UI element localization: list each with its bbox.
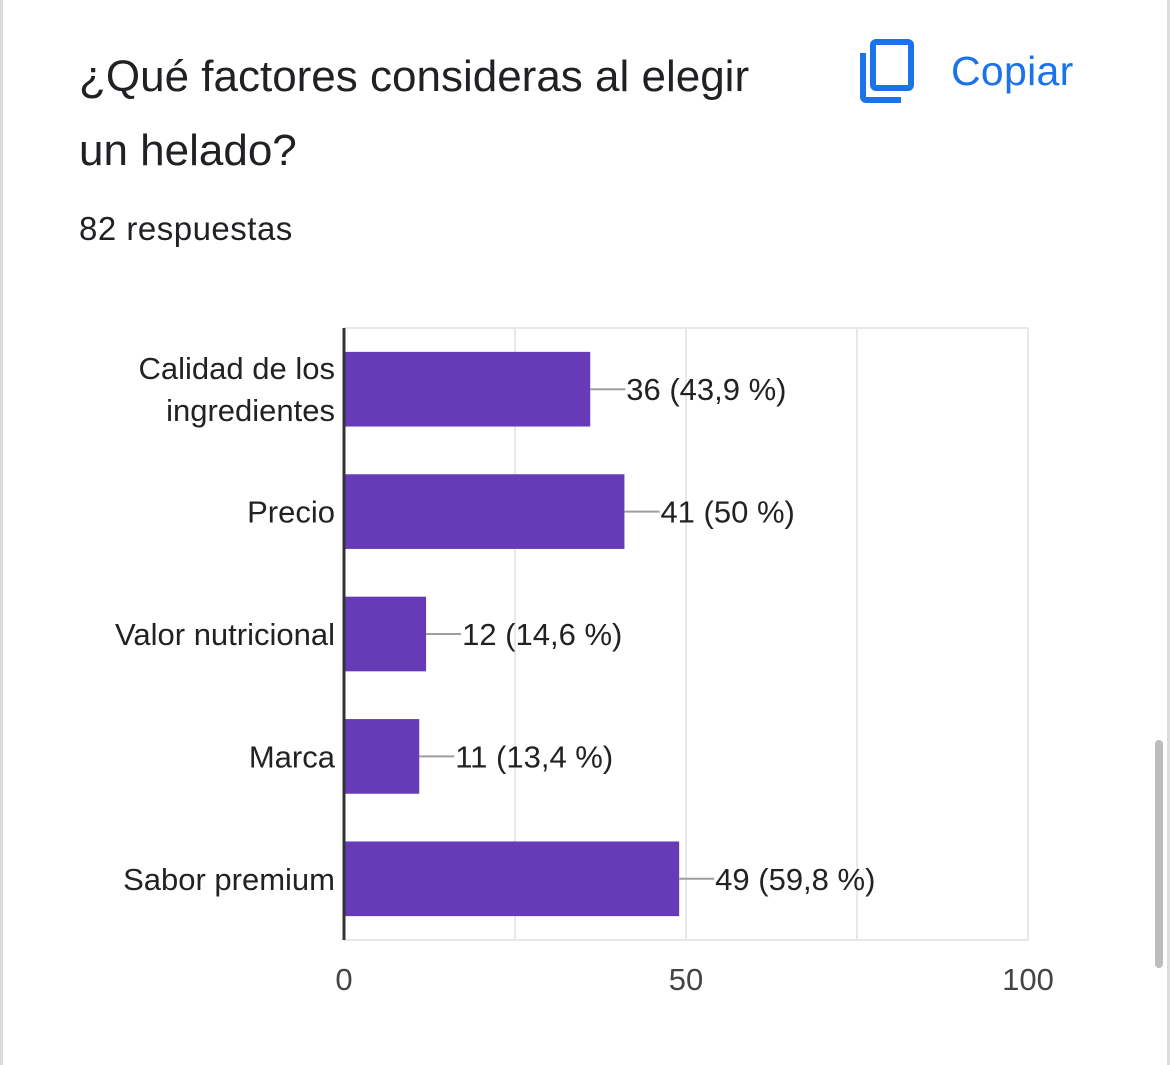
data-label: 11 (13,4 %) <box>455 739 613 774</box>
question-title: ¿Qué factores consideras al elegir un he… <box>79 52 750 175</box>
chart-labels: 36 (43,9 %) Calidad de los ingredientes 41 … <box>115 351 875 897</box>
category-label: Marca <box>249 739 336 774</box>
bar <box>344 719 420 794</box>
category-label: Valor nutricional <box>115 617 335 652</box>
x-tick-label: 0 <box>335 962 352 997</box>
copy-button[interactable]: Copiar <box>859 36 1074 106</box>
chart-grid <box>344 327 1029 941</box>
bar <box>344 474 625 549</box>
bar <box>344 841 680 917</box>
response-count: 82 respuestas <box>79 210 293 247</box>
copy-label: Copiar <box>951 47 1074 94</box>
data-label: 41 (50 %) <box>660 495 794 530</box>
bar <box>344 351 591 427</box>
copy-icon <box>860 39 914 103</box>
chart-axes: 0 50 100 <box>335 328 1054 997</box>
x-tick-label: 50 <box>669 962 703 997</box>
bar-chart: 36 (43,9 %) Calidad de los ingredientes 41 … <box>115 327 1054 997</box>
category-label: Calidad de los <box>139 351 335 386</box>
category-label: Precio <box>247 495 335 530</box>
category-label: Sabor premium <box>123 862 335 897</box>
chart-bars <box>344 351 680 917</box>
data-label: 36 (43,9 %) <box>626 372 786 407</box>
bar <box>344 596 427 672</box>
scrollbar[interactable] <box>1155 740 1163 968</box>
category-label: ingredientes <box>166 393 335 428</box>
data-label: 49 (59,8 %) <box>715 862 875 897</box>
x-tick-label: 100 <box>1002 962 1054 997</box>
data-label: 12 (14,6 %) <box>462 617 622 652</box>
